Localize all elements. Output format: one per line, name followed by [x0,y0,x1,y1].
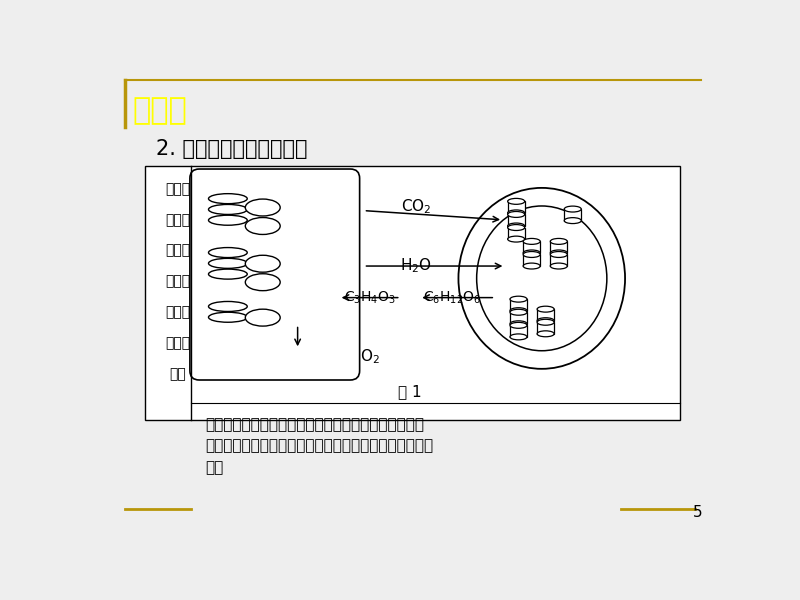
Ellipse shape [523,263,540,269]
Ellipse shape [209,301,247,311]
Ellipse shape [564,218,582,224]
Ellipse shape [508,211,525,217]
Text: 吸作用: 吸作用 [165,244,190,257]
Ellipse shape [523,238,540,244]
Ellipse shape [477,206,607,351]
Ellipse shape [246,255,280,272]
Text: 原料: 原料 [206,460,224,475]
Text: C$_6$H$_{12}$O$_6$: C$_6$H$_{12}$O$_6$ [423,289,482,306]
Text: 2. 光合量和呼吸量的比较: 2. 光合量和呼吸量的比较 [156,139,307,159]
Ellipse shape [510,308,527,314]
Ellipse shape [537,306,554,312]
Ellipse shape [537,318,554,323]
Ellipse shape [550,263,567,269]
Text: 用和呼: 用和呼 [165,213,190,227]
Ellipse shape [508,210,525,216]
Text: 说明：光合作用的产物氧和葡萄糖可作为呼吸作用的原: 说明：光合作用的产物氧和葡萄糖可作为呼吸作用的原 [206,417,424,432]
Text: 光合作: 光合作 [165,182,190,196]
Ellipse shape [550,251,567,257]
Ellipse shape [209,312,247,322]
Text: 5: 5 [694,505,703,520]
Bar [508,227,525,239]
Ellipse shape [523,251,540,257]
Bar [145,166,680,420]
Bar [508,202,525,213]
Ellipse shape [537,331,554,337]
Ellipse shape [209,215,247,225]
Text: 互用: 互用 [169,367,186,381]
Ellipse shape [246,309,280,326]
Ellipse shape [209,269,247,279]
Ellipse shape [537,319,554,325]
Ellipse shape [550,250,567,256]
Ellipse shape [246,218,280,235]
Ellipse shape [246,274,280,290]
Bar [508,214,525,226]
Bar [550,241,567,253]
Text: 两者的: 两者的 [165,274,190,289]
Ellipse shape [508,199,525,205]
Text: C$_3$H$_4$O$_3$: C$_3$H$_4$O$_3$ [344,289,396,306]
Text: 产物的: 产物的 [165,336,190,350]
Ellipse shape [246,199,280,216]
Ellipse shape [550,238,567,244]
Text: 料，而呼吸作用的产物二氧化碳和水也可作为光合作用的: 料，而呼吸作用的产物二氧化碳和水也可作为光合作用的 [206,439,434,454]
Ellipse shape [209,205,247,214]
Ellipse shape [510,309,527,315]
Ellipse shape [510,296,527,302]
Ellipse shape [508,236,525,242]
Ellipse shape [508,224,525,230]
Bar [564,209,582,221]
Ellipse shape [564,206,582,212]
Bar [523,241,540,253]
Text: CO$_2$: CO$_2$ [401,197,431,216]
Bar [550,254,567,266]
Text: 原料与: 原料与 [165,305,190,319]
Ellipse shape [510,321,527,327]
Bar [537,309,554,321]
Text: 图 1: 图 1 [398,384,422,399]
Ellipse shape [510,322,527,328]
Ellipse shape [209,248,247,257]
FancyBboxPatch shape [190,169,360,380]
Bar [510,325,527,337]
Ellipse shape [523,250,540,256]
Text: O$_2$: O$_2$ [360,347,380,366]
Text: 专题四: 专题四 [133,96,187,125]
Bar [523,254,540,266]
Bar [537,322,554,334]
Ellipse shape [510,334,527,340]
Ellipse shape [209,259,247,268]
Bar [510,312,527,324]
Text: H$_2$O: H$_2$O [400,257,432,275]
Ellipse shape [209,194,247,203]
Bar [510,299,527,311]
Ellipse shape [458,188,625,369]
Ellipse shape [508,223,525,229]
